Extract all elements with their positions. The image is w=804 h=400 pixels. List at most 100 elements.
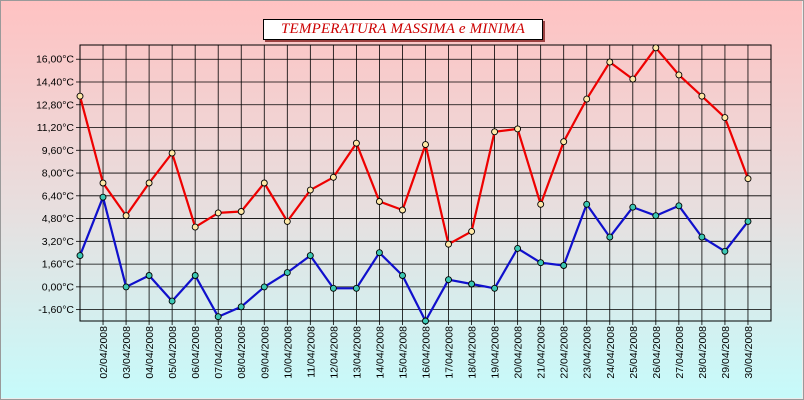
x-tick-label: 13/04/2008	[351, 326, 363, 379]
data-point	[375, 198, 383, 205]
data-point	[606, 58, 614, 66]
x-tick-label: 30/04/2008	[743, 326, 755, 379]
data-point	[744, 175, 752, 183]
y-axis-ticks: 16,00°C 14,40°C 12,80°C 11,20°C 9,60°C 8,00°C…	[36, 54, 80, 316]
data-point	[744, 217, 752, 225]
x-tick-label: 28/04/2008	[697, 326, 709, 379]
data-point	[468, 227, 476, 235]
data-point	[99, 179, 107, 187]
y-tick-label: 11,20°C	[37, 122, 75, 134]
data-point	[698, 233, 706, 241]
data-point	[99, 193, 107, 201]
data-point	[168, 297, 176, 305]
x-tick-label: 18/04/2008	[467, 326, 479, 379]
x-tick-label: 25/04/2008	[628, 326, 640, 379]
x-tick-label: 22/04/2008	[559, 326, 571, 379]
x-tick-label: 10/04/2008	[282, 326, 294, 379]
data-point	[422, 317, 429, 325]
data-point	[560, 262, 568, 269]
x-axis-ticks: 02/04/2008 03/04/2008 04/04/2008 05/04/2008…	[98, 321, 755, 379]
data-point	[537, 259, 545, 267]
series-line	[78, 46, 750, 246]
x-tick-label: 04/04/2008	[144, 326, 156, 379]
data-point	[399, 272, 406, 279]
x-tick-label: 08/04/2008	[236, 326, 248, 379]
data-point	[76, 92, 84, 100]
x-tick-label: 26/04/2008	[651, 326, 663, 379]
y-tick-label: 3,20°C	[42, 236, 75, 248]
data-point	[399, 206, 406, 214]
data-point	[214, 209, 222, 217]
x-tick-label: 15/04/2008	[397, 326, 409, 379]
x-tick-label: 12/04/2008	[328, 326, 340, 379]
data-point	[422, 141, 429, 149]
data-point	[560, 138, 568, 146]
data-point	[721, 114, 729, 122]
data-point	[445, 276, 452, 284]
chart-title: TEMPERATURA MASSIMA e MINIMA	[280, 21, 526, 37]
y-tick-label: 8,00°C	[42, 168, 75, 180]
data-point	[491, 128, 499, 136]
x-tick-label: 11/04/2008	[305, 326, 317, 378]
data-point	[306, 186, 314, 194]
data-point	[491, 284, 499, 292]
x-tick-label: 20/04/2008	[513, 326, 525, 379]
data-point	[352, 139, 360, 147]
data-point	[352, 284, 360, 292]
y-tick-label: -1,60°C	[38, 304, 74, 316]
data-point	[698, 92, 706, 100]
data-point	[168, 149, 176, 157]
data-point	[721, 247, 729, 255]
series-line	[78, 196, 749, 323]
series	[76, 44, 752, 325]
x-tick-label: 06/04/2008	[190, 326, 202, 379]
data-point	[629, 203, 637, 211]
data-point	[145, 272, 153, 279]
x-tick-label: 24/04/2008	[605, 326, 617, 379]
data-point	[583, 200, 591, 208]
data-point	[260, 179, 268, 187]
x-tick-label: 09/04/2008	[259, 326, 271, 379]
x-tick-label: 16/04/2008	[421, 326, 433, 379]
data-point	[675, 71, 683, 79]
x-tick-label: 05/04/2008	[167, 326, 179, 379]
data-point	[145, 179, 153, 187]
y-tick-label: 9,60°C	[42, 145, 75, 157]
data-point	[514, 125, 522, 133]
x-tick-label: 14/04/2008	[374, 326, 386, 379]
data-point	[283, 269, 291, 277]
data-point	[237, 303, 245, 311]
data-point	[652, 44, 660, 52]
y-tick-label: 12,80°C	[36, 99, 74, 111]
x-tick-label: 21/04/2008	[536, 326, 548, 379]
chart-title-box: TEMPERATURA MASSIMA e MINIMA	[263, 19, 543, 40]
x-tick-label: 29/04/2008	[720, 326, 732, 379]
data-point	[122, 212, 130, 220]
data-point	[445, 240, 452, 248]
data-point	[306, 252, 314, 260]
data-point	[583, 95, 591, 103]
data-point	[76, 252, 84, 260]
y-tick-label: 4,80°C	[42, 213, 75, 225]
y-tick-label: 16,00°C	[36, 54, 74, 66]
data-point	[629, 75, 637, 83]
x-tick-label: 03/04/2008	[121, 326, 133, 379]
grid	[79, 44, 772, 322]
y-tick-label: 1,60°C	[42, 259, 75, 271]
x-tick-label: 23/04/2008	[582, 326, 594, 379]
x-tick-label: 02/04/2008	[98, 326, 110, 379]
data-point	[514, 244, 522, 252]
data-point	[191, 223, 199, 231]
data-point	[375, 249, 383, 257]
data-point	[652, 212, 660, 220]
data-point	[237, 208, 245, 215]
data-point	[260, 283, 268, 291]
x-tick-label: 27/04/2008	[674, 326, 686, 379]
y-tick-label: 6,40°C	[42, 190, 75, 202]
data-point	[329, 173, 337, 181]
data-point	[283, 217, 291, 225]
x-tick-label: 17/04/2008	[444, 326, 456, 379]
data-point	[468, 280, 476, 288]
